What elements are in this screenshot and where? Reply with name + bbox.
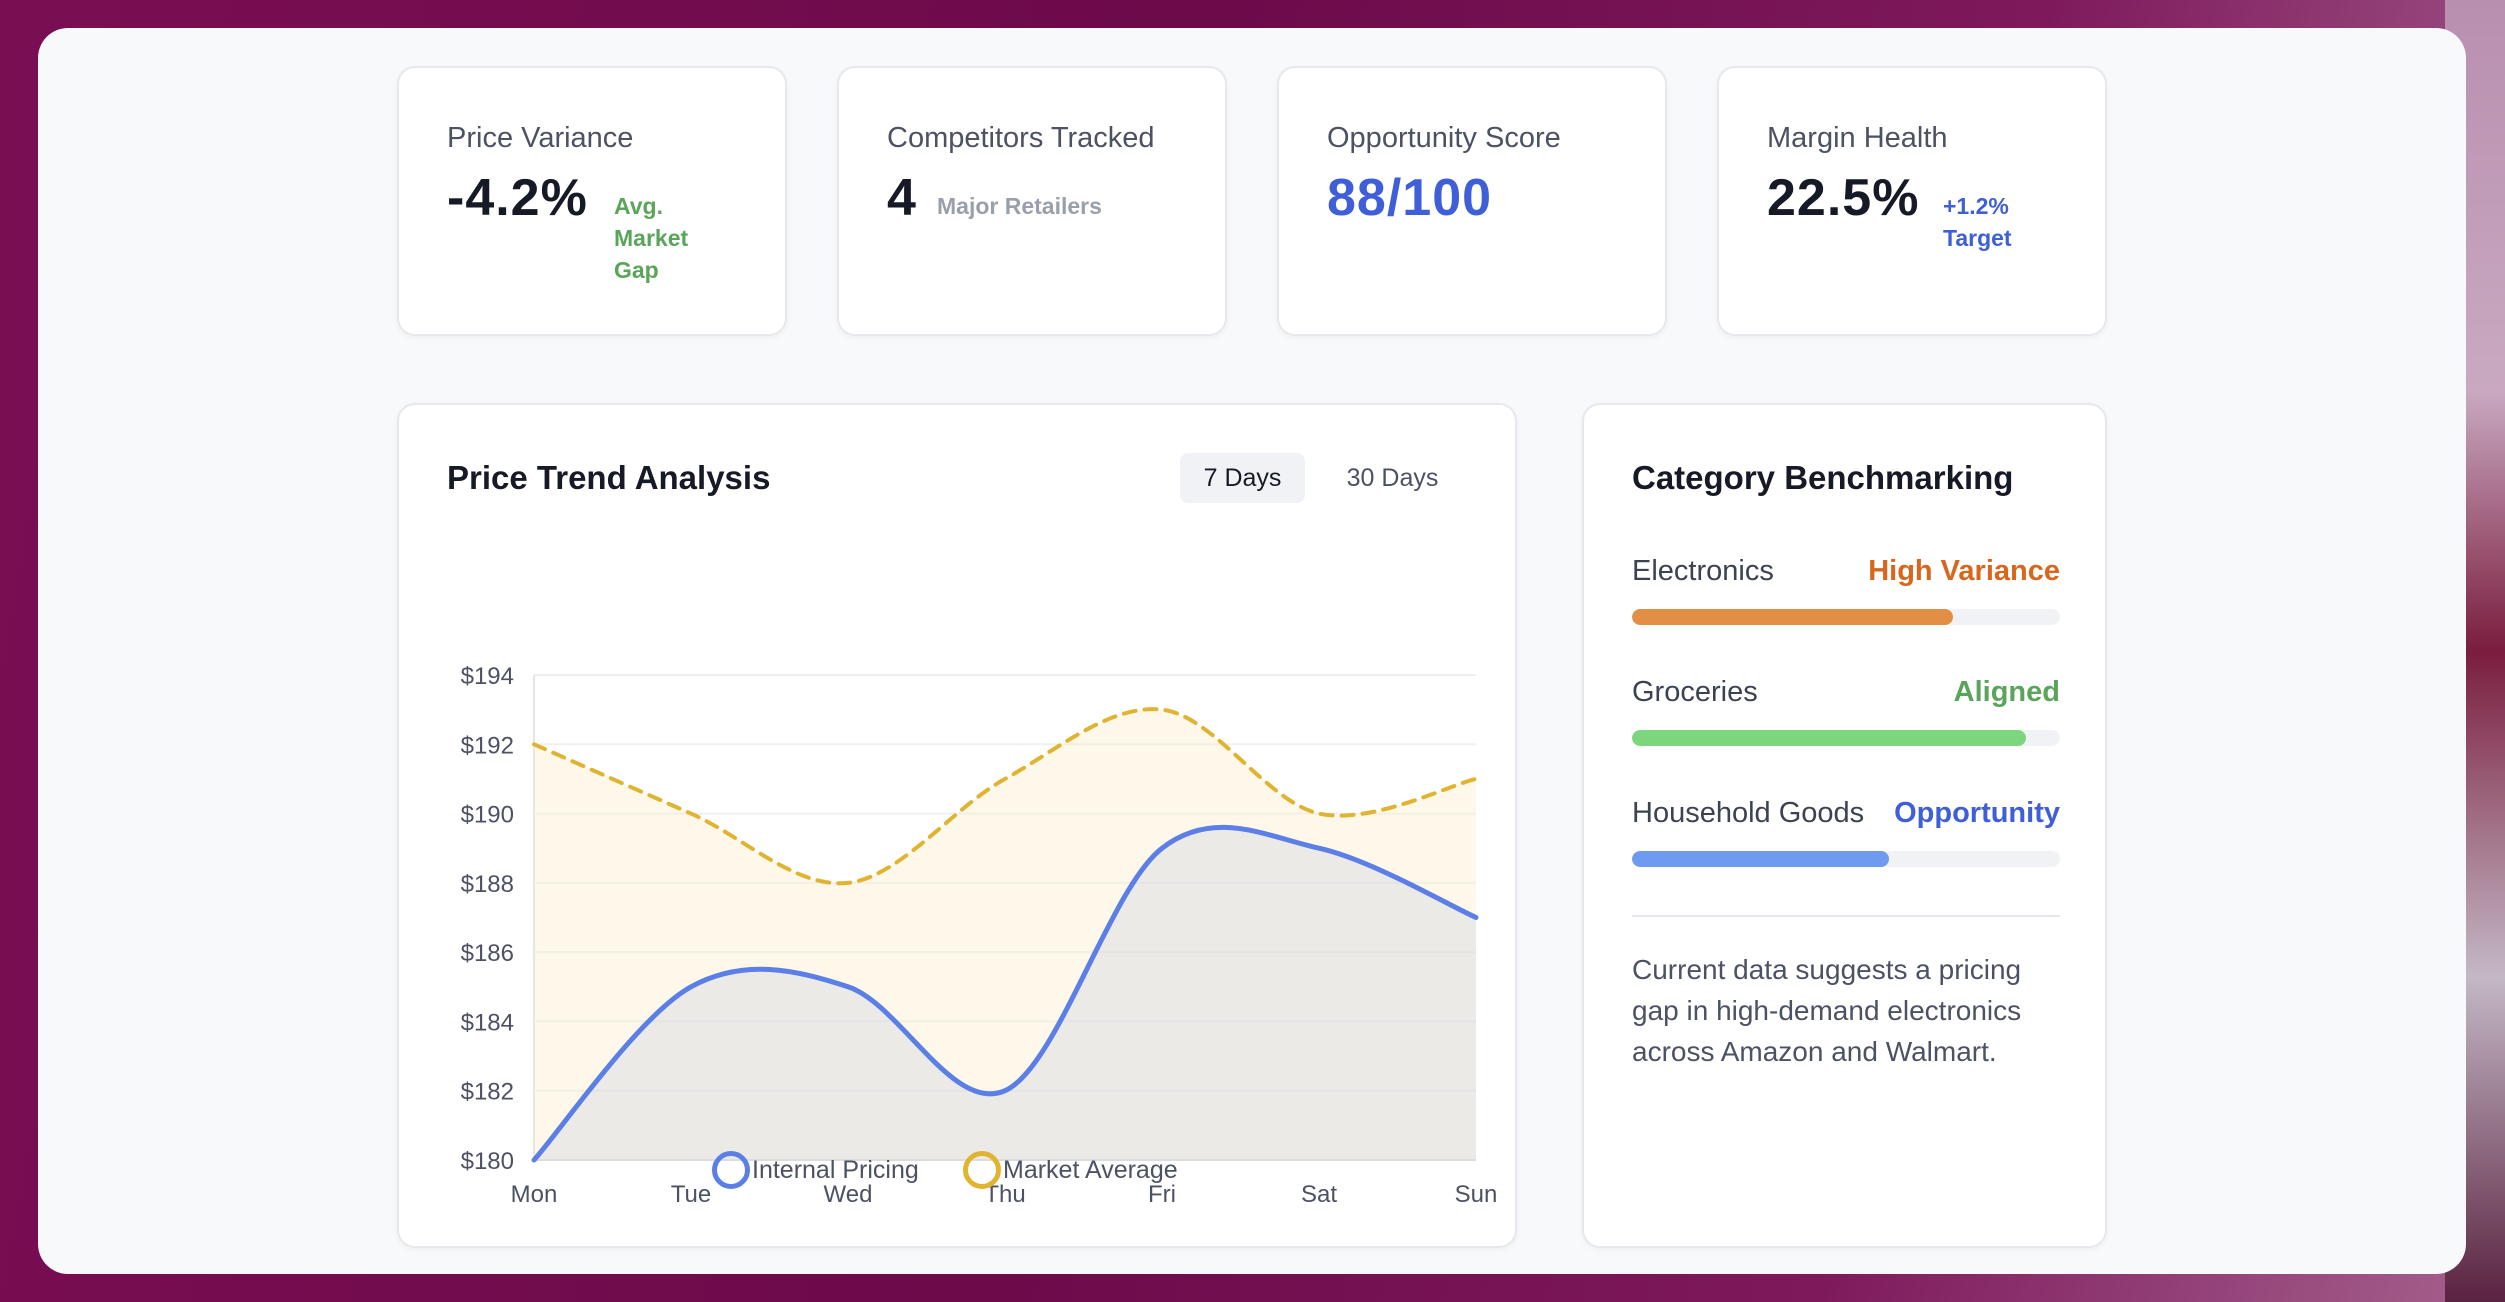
section-title: Price Trend Analysis [447,459,771,496]
x-tick-label: Tue [671,1181,711,1208]
stat-label: Opportunity Score [1327,122,1561,154]
stat-value: -4.2% [447,169,588,227]
x-tick-label: Mon [511,1181,558,1208]
legend-market-average[interactable]: Market Average [963,1151,1178,1189]
x-tick-label: Sun [1455,1181,1498,1208]
stat-label: Margin Health [1767,122,1948,154]
benchmark-fill [1632,730,2026,746]
legend-label: Internal Pricing [752,1155,919,1184]
stat-label: Price Variance [447,122,634,154]
y-tick-label: $184 [461,1009,514,1036]
benchmark-name: Groceries [1632,676,1758,708]
stat-sub: +1.2% Target [1943,193,2012,251]
benchmark-fill [1632,851,1889,867]
stat-sub: Avg. Market Gap [614,193,689,283]
series-area [534,827,1476,1160]
benchmark-name: Household Goods [1632,797,1865,829]
benchmark-status: Aligned [1953,676,2060,708]
x-tick-label: Sat [1301,1181,1337,1208]
benchmark-fill [1632,609,1953,625]
price-trend-card: Price Trend Analysis 7 Days 30 Days $194… [397,403,1517,1248]
benchmark-track [1632,730,2060,746]
benchmark-track [1632,851,2060,867]
stat-value: 88/100 [1327,169,1493,227]
stat-card-competitors: Competitors Tracked 4 Major Retailers [837,66,1227,336]
series-line [531,824,1479,1163]
y-tick-label: $190 [461,802,514,829]
y-tick-label: $188 [461,871,514,898]
benchmark-status: Opportunity [1894,797,2060,829]
series-line [532,707,1478,886]
legend-internal-pricing[interactable]: Internal Pricing [712,1151,919,1189]
stat-card-price-variance: Price Variance -4.2% Avg. Market Gap [397,66,787,336]
y-tick-label: $180 [461,1148,514,1175]
tab-7-days[interactable]: 7 Days [1180,453,1305,503]
y-tick-label: $182 [461,1079,514,1106]
stat-value: 4 [887,169,917,227]
legend-ring-icon [963,1151,1001,1189]
y-tick-label: $194 [461,663,514,690]
benchmark-track [1632,609,2060,625]
x-tick-label: Fri [1148,1181,1176,1208]
divider [1632,915,2060,917]
y-tick-label: $192 [461,732,514,759]
benchmark-name: Electronics [1632,555,1774,587]
benchmark-status: High Variance [1868,555,2060,587]
stat-card-opportunity: Opportunity Score 88/100 [1277,66,1667,336]
price-trend-chart: $194 $192 $190 $188 $186 $184 $182 $180 Mon Tue We… [461,663,1498,1208]
section-title: Category Benchmarking [1632,459,2014,496]
legend-ring-icon [712,1151,750,1189]
stat-value: 22.5% [1767,169,1920,227]
benchmark-note: Current data suggests a pricing gap in h… [1632,954,2022,1067]
x-tick-label: Wed [824,1181,873,1208]
dashboard-panel: Price Variance -4.2% Avg. Market Gap Com… [38,28,2466,1274]
stat-card-margin: Margin Health 22.5% +1.2% Target [1717,66,2107,336]
y-tick-label: $186 [461,940,514,967]
tab-30-days[interactable]: 30 Days [1346,464,1439,492]
stat-label: Competitors Tracked [887,122,1155,154]
series-area [534,709,1476,1160]
legend-label: Market Average [1003,1155,1178,1184]
stat-sub: Major Retailers [937,193,1102,219]
category-benchmark-card: Category Benchmarking Electronics High V… [1582,403,2107,1248]
